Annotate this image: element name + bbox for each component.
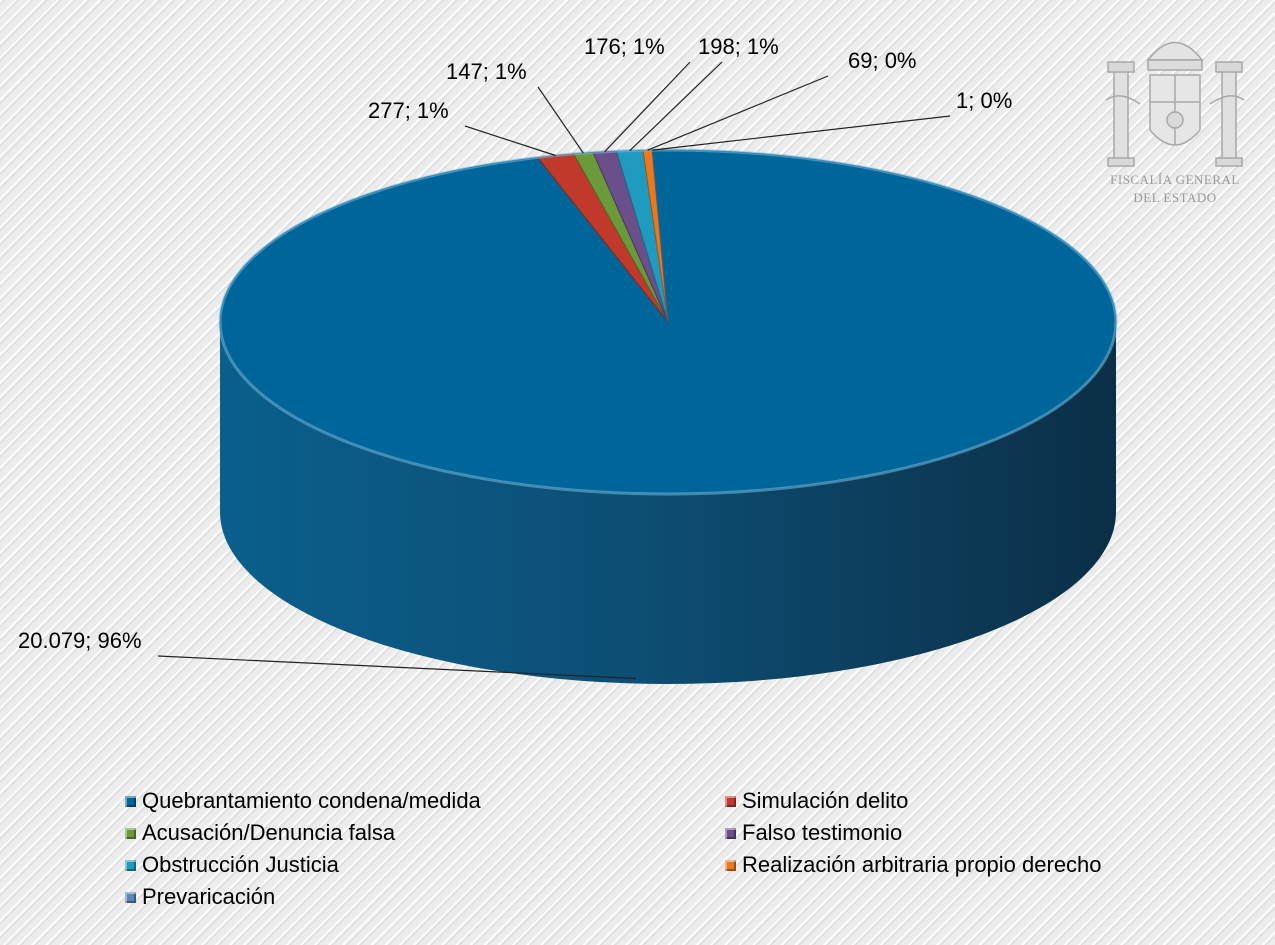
coat-of-arms-icon xyxy=(1105,41,1245,167)
leader-line xyxy=(629,61,723,152)
legend-item: Acusación/Denuncia falsa xyxy=(125,817,395,849)
leader-line xyxy=(537,86,584,154)
leader-line xyxy=(604,61,691,153)
leader-line xyxy=(647,75,829,151)
leader-line xyxy=(464,125,556,157)
pie-rim-highlight xyxy=(218,148,1118,496)
leader-line xyxy=(157,655,637,680)
legend-label: Prevaricación xyxy=(142,884,276,909)
legend-swatch xyxy=(125,827,136,839)
leader-line xyxy=(652,115,951,151)
legend-item: Falso testimonio xyxy=(725,817,902,849)
legend-label: Falso testimonio xyxy=(742,820,903,845)
data-label: 147; 1% xyxy=(446,59,527,84)
legend-item: Quebrantamiento condena/medida xyxy=(125,785,481,817)
legend-label: Quebrantamiento condena/medida xyxy=(142,788,481,813)
pie-side xyxy=(220,322,1116,684)
pie-leaders xyxy=(157,61,951,680)
legend-swatch xyxy=(125,795,136,807)
data-label: 176; 1% xyxy=(584,34,665,59)
legend-swatch xyxy=(725,859,736,871)
legend-item: Obstrucción Justicia xyxy=(125,849,339,881)
legend-label: Obstrucción Justicia xyxy=(142,852,339,877)
legend-swatch xyxy=(725,795,736,807)
legend-label: Realización arbitraria propio derecho xyxy=(742,852,1102,877)
data-label: 277; 1% xyxy=(368,98,449,123)
data-label: 198; 1% xyxy=(698,34,779,59)
legend-swatch xyxy=(125,891,136,903)
data-label: 1; 0% xyxy=(956,88,1012,113)
legend-item: Realización arbitraria propio derecho xyxy=(725,849,1102,881)
legend-swatch xyxy=(125,859,136,871)
pie-labels: 20.079; 96% 277; 1% 147; 1% 176; 1% 198; 1% 6… xyxy=(18,34,1012,653)
legend-item: Prevaricación xyxy=(125,881,275,913)
legend-label: Simulación delito xyxy=(742,788,909,813)
pie-side-wall xyxy=(220,322,1116,684)
legend-item: Simulación delito xyxy=(725,785,908,817)
pie-top xyxy=(218,148,1118,496)
data-label: 20.079; 96% xyxy=(18,628,142,653)
coat-of-arms-logo: FISCALÍA GENERAL DEL ESTADO xyxy=(1100,20,1250,220)
data-label: 69; 0% xyxy=(848,48,917,73)
legend-swatch xyxy=(725,827,736,839)
legend-label: Acusación/Denuncia falsa xyxy=(142,820,396,845)
emblem-line1: FISCALÍA GENERAL xyxy=(1110,172,1240,187)
emblem-line2: DEL ESTADO xyxy=(1133,190,1217,205)
